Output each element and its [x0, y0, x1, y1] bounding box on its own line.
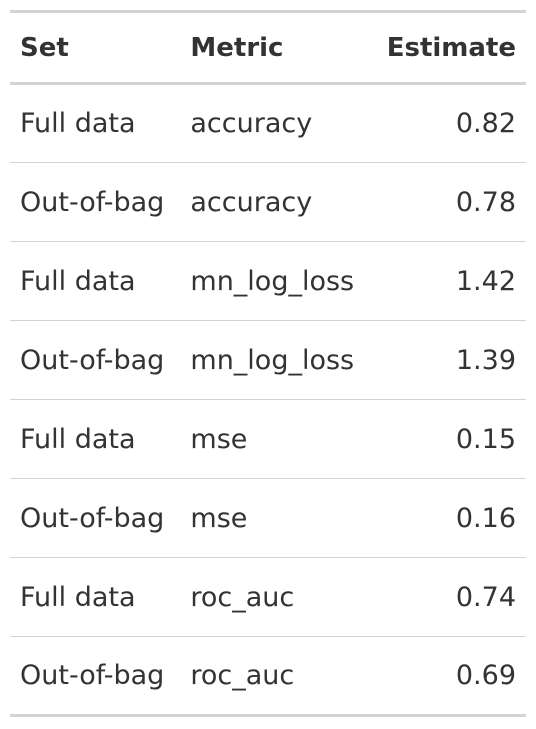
cell-set: Full data: [20, 108, 136, 139]
cell-set: Full data: [10, 241, 181, 321]
cell-set: Out-of-bag: [10, 320, 181, 400]
cell-estimate: 1.39: [376, 320, 526, 400]
table-row: Full data roc_auc 0.74: [10, 557, 526, 637]
cell-estimate: 0.15: [376, 399, 526, 479]
cell-metric: accuracy: [190, 108, 313, 139]
table-row: Full data mn_log_loss 1.42: [10, 241, 526, 321]
cell-estimate: 0.78: [376, 162, 526, 242]
results-table: Set Metric Estimate Full data accuracy 0…: [10, 10, 526, 717]
table-row: Out-of-bag mse 0.16: [10, 478, 526, 558]
cell-metric: mn_log_loss: [180, 320, 377, 400]
cell-set: Full data: [10, 399, 181, 479]
cell-estimate: 1.42: [376, 241, 526, 321]
cell-metric: mse: [180, 478, 377, 558]
results-table-container: Set Metric Estimate Full data accuracy 0…: [10, 10, 526, 717]
table-row: Out-of-bag accuracy 0.78: [10, 162, 526, 242]
cell-estimate: 0.69: [376, 636, 526, 716]
cell-metric: accuracy: [180, 162, 377, 242]
header-row: Set Metric Estimate: [10, 11, 526, 85]
cell-estimate: 0.16: [376, 478, 526, 558]
column-header-metric: Metric: [180, 11, 377, 85]
cell-metric: mn_log_loss: [180, 241, 377, 321]
table-row: Out-of-bag roc_auc 0.69: [10, 636, 526, 716]
cell-estimate: 0.74: [376, 557, 526, 637]
cell-set: Out-of-bag: [10, 478, 181, 558]
cell-set: Out-of-bag: [10, 162, 181, 242]
cell-metric: mse: [180, 399, 377, 479]
table-row: Full data accuracy 0.82: [10, 84, 526, 163]
table-header: Set Metric Estimate: [10, 11, 526, 85]
column-header-set: Set: [10, 11, 181, 85]
cell-metric: roc_auc: [180, 636, 377, 716]
cell-set: Out-of-bag: [10, 636, 181, 716]
table-row: Out-of-bag mn_log_loss 1.39: [10, 320, 526, 400]
column-header-estimate: Estimate: [376, 11, 526, 85]
cell-estimate: 0.82: [455, 108, 516, 139]
table-body: Full data accuracy 0.82 Out-of-bag accur…: [10, 84, 526, 716]
table-row: Full data mse 0.15: [10, 399, 526, 479]
cell-metric: roc_auc: [180, 557, 377, 637]
cell-set: Full data: [10, 557, 181, 637]
